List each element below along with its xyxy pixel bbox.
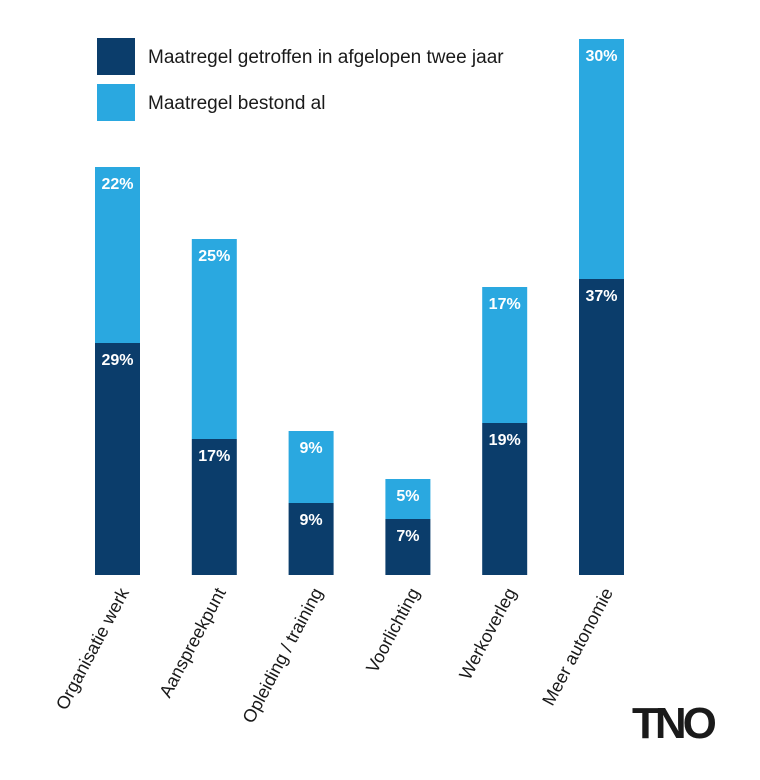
legend-label-0: Maatregel getroffen in afgelopen twee ja… — [148, 47, 504, 68]
data-label-0-4: 19% — [489, 432, 521, 449]
category-label-4: Werkoverleg — [455, 584, 520, 682]
data-label-0-0: 29% — [101, 352, 133, 369]
data-label-1-5: 30% — [585, 48, 617, 65]
tno-logo: TNO — [632, 699, 716, 748]
category-labels: Organisatie werk Aanspreekpunt Opleiding /… — [52, 584, 617, 727]
data-label-1-3: 5% — [396, 488, 419, 505]
bar-segment-0-5 — [579, 279, 624, 575]
bar-segment-0-4 — [482, 423, 528, 575]
bar-segment-1-3 — [385, 479, 431, 519]
data-label-1-1: 25% — [198, 248, 230, 265]
bar-segment-0-0 — [95, 343, 140, 575]
bar-segment-0-3 — [385, 519, 431, 575]
data-label-0-2: 9% — [300, 512, 323, 529]
bar-segment-1-0 — [95, 167, 140, 343]
legend-label-1: Maatregel bestond al — [148, 93, 325, 114]
data-label-1-4: 17% — [489, 296, 521, 313]
category-label-2: Opleiding / training — [239, 584, 327, 726]
data-label-1-2: 9% — [300, 440, 323, 457]
bar-segment-1-4 — [482, 287, 528, 423]
data-label-1-0: 22% — [101, 176, 133, 193]
bars: 29% 22% 17% 25% 9% 9% 7% 5% 19% 17% 37% 30% — [95, 39, 624, 575]
category-label-0: Organisatie werk — [52, 584, 134, 714]
legend: Maatregel getroffen in afgelopen twee ja… — [97, 38, 504, 121]
bar-segment-1-2 — [288, 431, 334, 503]
data-label-0-3: 7% — [396, 528, 419, 545]
bar-segment-0-2 — [288, 503, 334, 575]
category-label-5: Meer autonomie — [538, 584, 617, 708]
bar-segment-1-5 — [579, 39, 624, 279]
data-label-0-1: 17% — [198, 448, 230, 465]
legend-swatch-1 — [97, 84, 135, 121]
bar-segment-1-1 — [191, 239, 237, 439]
category-label-1: Aanspreekpunt — [155, 584, 230, 700]
legend-swatch-0 — [97, 38, 135, 75]
data-label-0-5: 37% — [585, 288, 617, 305]
category-label-3: Voorlichting — [362, 584, 423, 676]
bar-segment-0-1 — [191, 439, 237, 575]
